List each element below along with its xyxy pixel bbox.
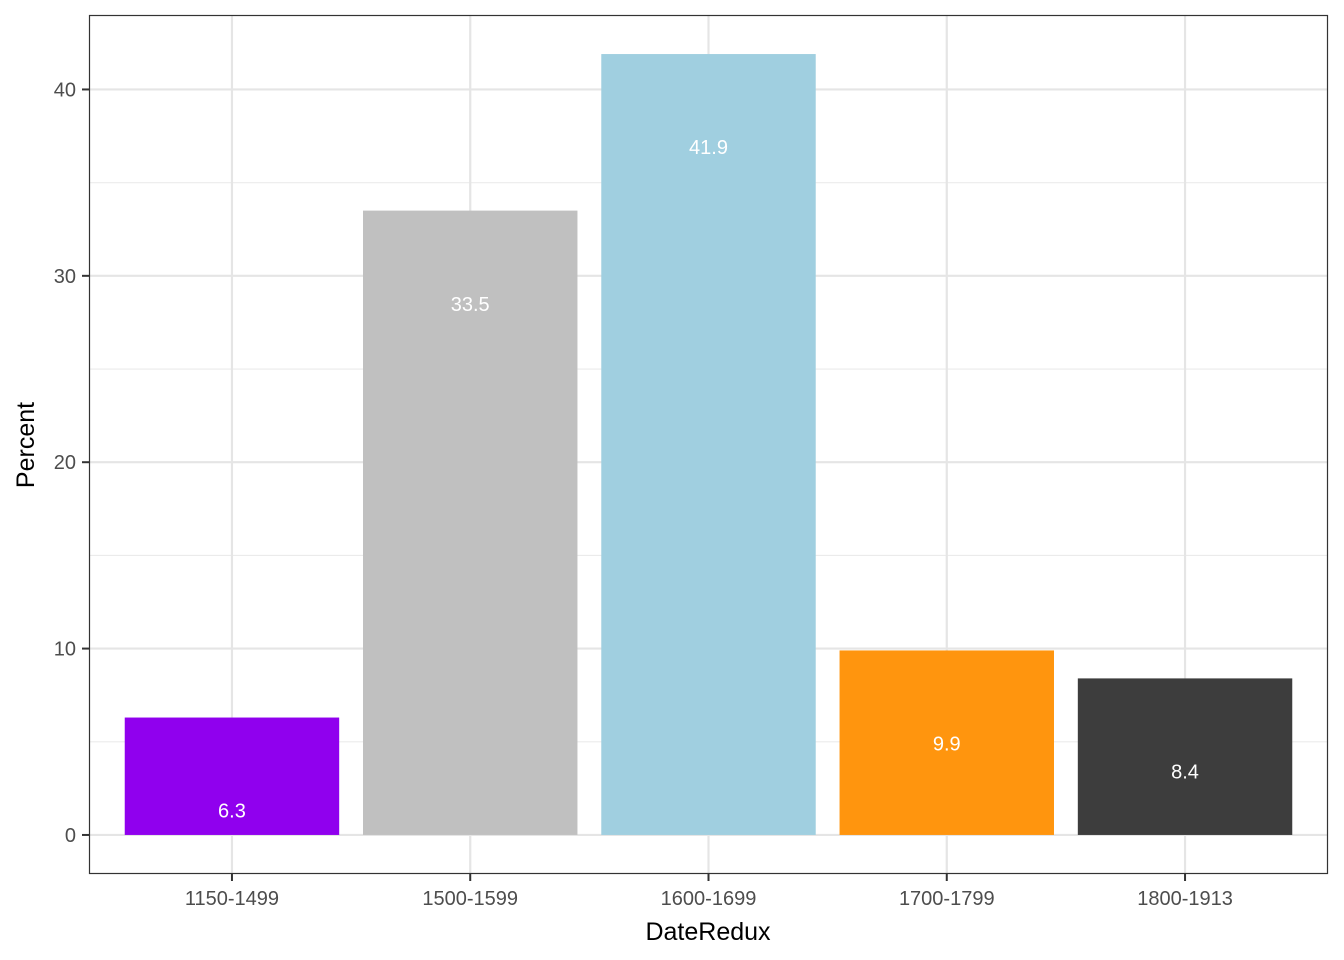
bar-value-label: 33.5 (451, 294, 490, 316)
bar-1600-1699 (601, 54, 816, 835)
axes: 0 10 20 30 40 1150-1499 1500-1599 1600-1699 1700… (54, 79, 1233, 910)
x-axis-title: DateRedux (645, 918, 771, 946)
y-tick-label: 40 (54, 79, 76, 101)
x-tick-label: 1500-1599 (422, 888, 518, 910)
y-tick-label: 30 (54, 266, 76, 288)
bar-value-label: 41.9 (689, 137, 728, 159)
bar-1150-1499 (124, 717, 340, 835)
y-axis-title: Percent (12, 402, 40, 488)
bar-value-label: 8.4 (1171, 762, 1199, 784)
bar-labels: 6.3 33.5 41.9 9.9 8.4 (218, 137, 1199, 822)
y-tick-label: 0 (65, 825, 76, 847)
bar-1500-1599 (363, 210, 578, 835)
bar-1700-1799 (839, 650, 1054, 835)
bars (124, 54, 1293, 835)
x-tick-label: 1150-1499 (185, 888, 279, 910)
bar-value-label: 9.9 (933, 734, 961, 756)
y-tick-label: 10 (54, 639, 76, 661)
x-tick-label: 1800-1913 (1137, 888, 1233, 910)
panel-border (88, 14, 1329, 875)
y-tick-label: 20 (54, 452, 76, 474)
bar-value-label: 6.3 (218, 801, 246, 823)
x-tick-label: 1600-1699 (661, 888, 757, 910)
x-tick-label: 1700-1799 (899, 888, 995, 910)
bar-1800-1913 (1077, 678, 1293, 835)
